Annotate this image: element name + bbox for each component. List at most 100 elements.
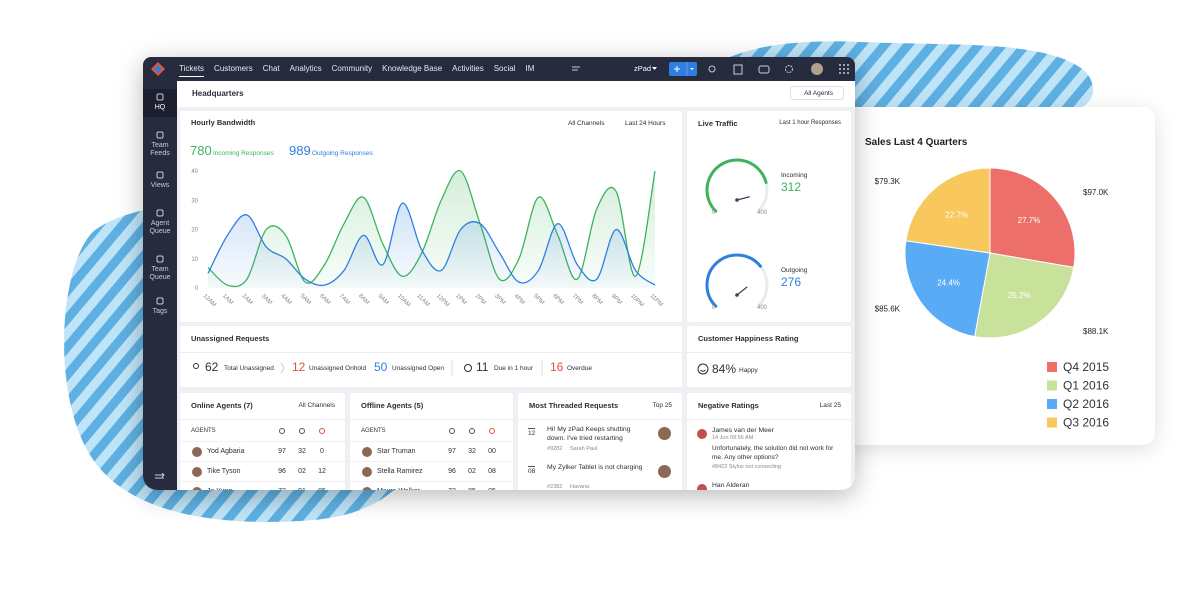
icon-shape <box>156 171 164 179</box>
user-icon <box>193 363 199 369</box>
table-row: Mayra Walker 72 85 05 <box>350 481 513 490</box>
agent-stat: 85 <box>466 488 478 490</box>
divider <box>180 419 345 420</box>
nav-tab[interactable]: Social <box>493 64 516 73</box>
nav-tab[interactable]: Community <box>331 64 373 73</box>
table-row: Stella Ramirez 96 02 08 <box>350 461 513 482</box>
sidebar-icon <box>156 209 164 217</box>
nav-icons[interactable] <box>705 63 855 76</box>
x-tick-label: 1AM <box>221 293 234 306</box>
x-tick-label: 2AM <box>240 293 253 306</box>
table-row: Tike Tyson 96 02 12 <box>180 461 345 482</box>
icon-shape <box>156 297 164 305</box>
pie-card: Sales Last 4 Quarters 27.7% $97.0K Q4 2015 2… <box>830 107 1155 445</box>
portal-switch[interactable]: zPad <box>634 64 652 73</box>
x-tick-label: 12AM <box>202 293 217 308</box>
x-tick-label: 3AM <box>260 293 273 306</box>
series-line <box>207 202 656 287</box>
happiness-panel: Customer Happiness Rating 84% Happy <box>687 326 851 387</box>
amount-label: $79.3K <box>875 177 901 186</box>
sidebar-item[interactable]: Team Feeds <box>143 127 177 163</box>
agent-name: Jo Yung <box>207 488 232 490</box>
x-tick-label: 10PM <box>629 293 644 308</box>
gauge-name: Outgoing <box>781 267 808 274</box>
agent-stat: 96 <box>448 468 456 475</box>
agent-stat: 96 <box>278 468 286 475</box>
rating-comment: Unfortunately, the solution did not work… <box>712 445 834 461</box>
table-row: Jo Yung 72 91 05 <box>180 481 345 490</box>
sidebar-item[interactable]: Agent Queue <box>143 205 177 241</box>
x-tick-label: 8AM <box>357 293 370 306</box>
agent-stat: 72 <box>276 488 288 490</box>
legend-label: Q1 2016 <box>1063 379 1109 393</box>
panel-filter: Last 1 hour Responses <box>779 120 841 126</box>
dashboard: Tickets Customers Chat Analytics Community Kn… <box>143 57 855 490</box>
collapse-icon[interactable] <box>154 473 166 481</box>
amount-label: $97.0K <box>1083 188 1109 197</box>
series-total: 780 <box>190 143 212 158</box>
sidebar-item[interactable]: Views <box>143 167 177 195</box>
column-icon <box>279 428 285 434</box>
needle-hub <box>735 293 739 297</box>
page-title: Headquarters <box>192 89 244 98</box>
agent-name: Star Truman <box>377 448 416 455</box>
tabs: Tickets Customers Chat Analytics Community Kn… <box>179 57 534 81</box>
avatar <box>658 427 671 440</box>
nav-tab[interactable]: Chat <box>262 64 280 73</box>
stat-value: 62 <box>205 360 219 374</box>
column-icon <box>489 428 495 434</box>
chart-filter[interactable]: Last 24 Hours <box>625 120 666 127</box>
thread-count: 12 <box>528 428 536 437</box>
agent-stat: 02 <box>298 468 306 475</box>
agent-filter-label: All Agents <box>804 90 833 97</box>
agent-stat: 97 <box>448 448 456 455</box>
avatar <box>192 467 202 477</box>
nav-tab[interactable]: Analytics <box>289 64 322 73</box>
add-button[interactable] <box>669 62 697 76</box>
thread-id: #9282 <box>547 446 563 452</box>
x-tick-label: 2PM <box>474 293 487 306</box>
stat-value: 16 <box>550 360 564 374</box>
column-header: AGENTS <box>191 428 216 434</box>
nav-tab[interactable]: Customers <box>214 64 253 73</box>
y-tick-label: 30 <box>191 198 198 204</box>
chart-title: Sales Last 4 Quarters <box>865 137 968 148</box>
sidebar-item[interactable]: Team Queue <box>143 251 177 287</box>
thread-id: #2382 <box>547 484 563 490</box>
agent-stat: 0 <box>320 448 324 455</box>
needle-hub <box>735 198 739 202</box>
agent-stat: 97 <box>278 448 286 455</box>
x-tick-label: 5PM <box>532 293 545 306</box>
online-agents-panel: Online Agents (7) All Channels AGENTS Yod… <box>180 393 345 490</box>
gauge-name: Incoming <box>781 172 808 179</box>
sidebar-item[interactable]: HQ <box>143 89 177 117</box>
agent-stat: 12 <box>318 468 326 475</box>
nav-tab[interactable]: Tickets <box>179 57 205 81</box>
gauge-needle <box>736 196 750 201</box>
nav-tab[interactable]: Activities <box>452 64 484 73</box>
sidebar-item[interactable]: Tags <box>143 293 177 321</box>
series-line <box>207 169 656 288</box>
avatar <box>192 487 202 490</box>
agent-filter[interactable]: All Agents <box>790 86 844 100</box>
sidebar-icon <box>156 297 164 305</box>
nav-tab[interactable]: Knowledge Base <box>382 64 443 73</box>
caret <box>652 67 657 70</box>
icon-shape <box>156 255 164 263</box>
thread-subject[interactable]: Hi! My zPad Keeps shutting down. I've tr… <box>547 426 631 442</box>
legend-label: Incoming Responses <box>213 150 274 157</box>
menu-icon[interactable] <box>571 65 581 73</box>
rater-name: Han Alderan <box>712 482 750 489</box>
thread-subject[interactable]: My Zylker Tablet is not charging <box>547 464 643 471</box>
legend-label: Q4 2015 <box>1063 360 1109 374</box>
nav-tab[interactable]: IM <box>525 64 535 73</box>
panel-filter: All Channels <box>298 402 336 409</box>
x-tick-label: 9AM <box>376 293 389 306</box>
happiness-value: 84% <box>712 362 737 376</box>
chart-title: Hourly Bandwidth <box>191 118 256 127</box>
column-icon <box>469 428 475 434</box>
x-tick-label: 7PM <box>571 293 584 306</box>
stat-label: Due in 1 hour <box>494 365 534 372</box>
gauge-arc <box>705 253 762 308</box>
chart-filter[interactable]: All Channels <box>568 120 605 127</box>
